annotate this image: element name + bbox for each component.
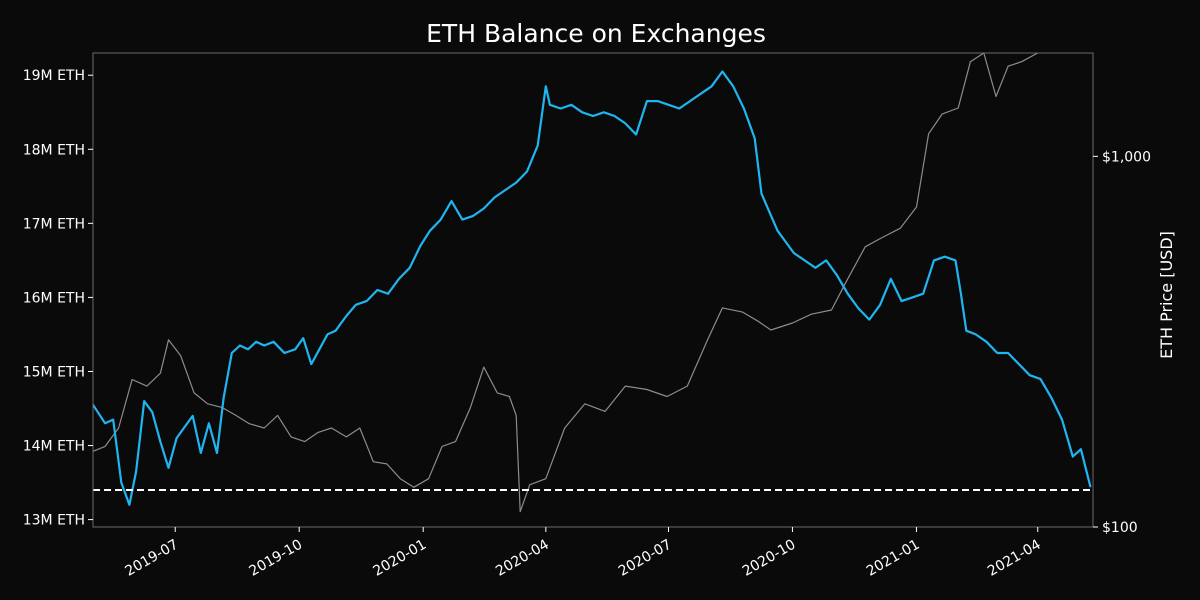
plot-series-group: [93, 53, 1093, 513]
y-tick-label-right: $100: [1102, 520, 1138, 536]
plot-area: [93, 53, 1093, 513]
y-tick-label-left: 13M ETH: [23, 513, 85, 529]
y-tick-label-left: 18M ETH: [23, 142, 85, 158]
y-tick-label-left: 17M ETH: [23, 216, 85, 232]
y-tick-label-left: 16M ETH: [23, 290, 85, 306]
y-tick-label-right: $1,000: [1102, 149, 1151, 165]
y-tick-label-left: 19M ETH: [23, 68, 85, 84]
eth-price-line: [93, 53, 1039, 513]
y-tick-label-left: 14M ETH: [23, 439, 85, 455]
plot-frame: [92, 52, 1094, 528]
right-axis-label: ETH Price [USD]: [1157, 231, 1176, 359]
y-tick-label-left: 15M ETH: [23, 364, 85, 380]
chart-title: ETH Balance on Exchanges: [426, 19, 766, 48]
eth-balance-line: [93, 70, 1092, 506]
